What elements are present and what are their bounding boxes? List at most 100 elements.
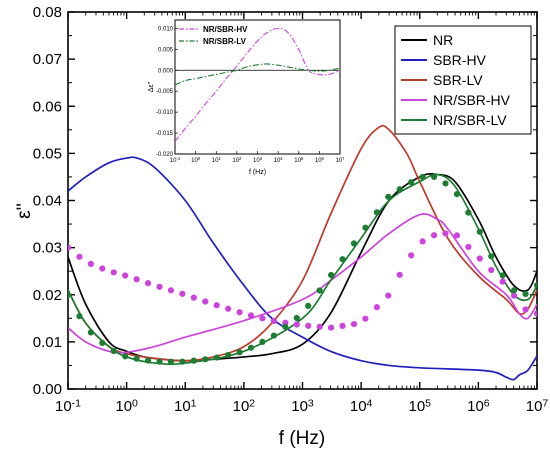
x-tick-label: 101 xyxy=(174,397,197,415)
data-point xyxy=(419,173,426,181)
inset-x-tick-label: 103 xyxy=(253,156,263,164)
data-point xyxy=(202,356,209,363)
legend-label: SBR-LV xyxy=(433,72,483,88)
data-point xyxy=(362,315,369,322)
data-point xyxy=(419,238,426,245)
data-point xyxy=(430,173,438,181)
inset-y-tick-label: -0.005 xyxy=(156,89,174,95)
inset-legend-label: NR/SBR-HV xyxy=(203,25,248,34)
data-point xyxy=(179,358,186,365)
data-point xyxy=(110,269,117,276)
inset-y-tick-label: -0.010 xyxy=(156,110,174,116)
data-point xyxy=(362,224,369,231)
legend-label: NR xyxy=(433,32,453,48)
data-point xyxy=(144,357,152,364)
x-tick-label: 102 xyxy=(233,397,256,415)
data-point xyxy=(259,338,266,345)
data-point xyxy=(213,354,220,361)
inset-x-tick-label: 105 xyxy=(294,156,304,164)
y-tick-label: 0.07 xyxy=(33,51,62,68)
data-point xyxy=(522,290,529,298)
data-point xyxy=(533,282,537,289)
series-line-nr-sbr-lv xyxy=(68,173,537,366)
inset-y-tick-label: 0.000 xyxy=(158,68,174,74)
inset-x-tick-label: 104 xyxy=(274,156,284,164)
y-tick-label: 0.01 xyxy=(33,334,62,351)
data-point xyxy=(305,322,312,329)
inset-x-tick-label: 10-1 xyxy=(170,156,181,164)
data-point xyxy=(122,353,129,360)
data-point xyxy=(385,292,392,299)
data-point xyxy=(167,358,175,365)
data-point xyxy=(247,344,255,351)
data-point xyxy=(350,321,358,328)
x-axis-title: f (Hz) xyxy=(279,428,325,449)
x-tick-label: 107 xyxy=(526,397,549,415)
data-point xyxy=(522,306,529,313)
inset-y-tick-label: -0.020 xyxy=(156,152,174,158)
data-point xyxy=(282,323,289,330)
data-point xyxy=(499,278,506,285)
data-point xyxy=(167,287,175,294)
data-point xyxy=(316,287,323,294)
data-point xyxy=(305,302,312,309)
y-tick-label: 0.03 xyxy=(33,240,62,257)
inset-y-tick-label: 0.010 xyxy=(158,26,174,32)
inset-x-tick-label: 107 xyxy=(335,156,345,164)
data-point xyxy=(156,358,163,365)
series-dotted-1e7d32 xyxy=(68,173,537,365)
data-point xyxy=(453,232,461,239)
data-point xyxy=(373,209,380,216)
data-point xyxy=(511,287,518,294)
legend-label: NR/SBR-LV xyxy=(433,112,507,128)
series-line-nr xyxy=(68,172,537,362)
data-point xyxy=(87,260,94,267)
data-point xyxy=(76,313,83,320)
legend-label: NR/SBR-HV xyxy=(433,92,511,108)
data-point xyxy=(190,294,197,301)
data-point xyxy=(236,349,243,356)
data-point xyxy=(511,292,518,299)
data-point xyxy=(488,253,495,260)
data-point xyxy=(99,339,106,346)
inset-y-tick-label: 0.005 xyxy=(158,47,174,53)
data-point xyxy=(476,228,483,235)
data-point xyxy=(488,266,495,274)
y-tick-label: 0.05 xyxy=(33,145,62,162)
data-point xyxy=(225,351,232,359)
data-point xyxy=(373,304,380,311)
data-point xyxy=(453,191,461,198)
data-point xyxy=(133,355,140,362)
series-line-sbr-lv xyxy=(68,124,537,362)
data-point xyxy=(133,276,140,283)
data-point xyxy=(465,209,472,216)
data-point xyxy=(99,265,106,272)
data-point xyxy=(236,309,243,316)
x-tick-label: 104 xyxy=(350,397,373,415)
data-point xyxy=(259,315,266,322)
y-axis-title: ε'' xyxy=(14,203,35,219)
data-point xyxy=(328,324,335,331)
y-tick-label: 0.06 xyxy=(33,98,62,115)
legend-label: SBR-HV xyxy=(433,52,487,68)
data-point xyxy=(144,280,152,287)
data-point xyxy=(442,230,449,237)
data-point xyxy=(270,332,277,339)
data-point xyxy=(247,312,255,319)
data-point xyxy=(225,305,232,312)
data-point xyxy=(68,291,72,298)
y-tick-label: 0.00 xyxy=(33,381,62,398)
main-plot: 0.00 0.01 0.02 0.03 0.04 0.05 0.06 0.07 0.08 10-1… xyxy=(33,4,549,415)
y-tick-label: 0.04 xyxy=(33,193,62,210)
x-tick-label: 100 xyxy=(115,397,138,415)
data-point xyxy=(87,329,94,336)
data-point xyxy=(385,193,392,200)
inset-series-nr-sbr-lv xyxy=(174,63,341,86)
data-point xyxy=(328,271,335,279)
y-tick-label: 0.02 xyxy=(33,287,62,304)
series-dotted-cc44dd xyxy=(68,230,537,331)
data-point xyxy=(179,290,186,297)
data-point xyxy=(396,271,403,278)
legend: NR SBR-HV SBR-LV NR/SBR-HV NR/SBR-LV xyxy=(394,25,532,135)
